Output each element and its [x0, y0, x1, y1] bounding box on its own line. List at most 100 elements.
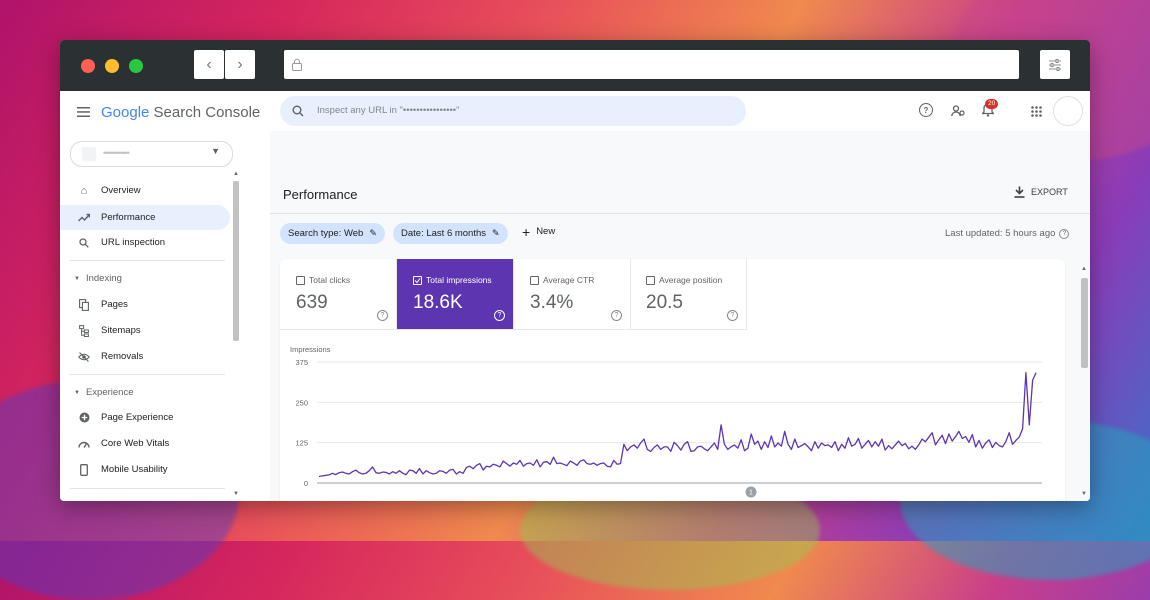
pages-icon — [78, 298, 90, 311]
new-filter-label: New — [536, 226, 556, 237]
y-tick-label: 375 — [295, 358, 308, 367]
y-tick-label: 0 — [304, 479, 308, 488]
export-button[interactable]: EXPORT — [1014, 186, 1068, 198]
metric-value: 3.4% — [530, 292, 574, 313]
sidebar-section-indexing[interactable]: ▼ Indexing — [74, 273, 122, 284]
metric-average-ctr[interactable]: Average CTR 3.4% ? — [514, 259, 631, 330]
scroll-up-arrow-icon: ▲ — [233, 171, 239, 177]
sidebar-item-label: Overview — [101, 185, 141, 196]
apps-grid-icon[interactable] — [1031, 106, 1042, 117]
sidebar-item-label: Sitemaps — [101, 325, 141, 336]
chevron-left-icon: ‹ — [206, 55, 212, 73]
pencil-icon: ✎ — [369, 228, 377, 238]
filter-chip-label: Date: Last 6 months — [401, 228, 487, 239]
scrollbar-thumb[interactable] — [1081, 278, 1088, 368]
forward-button[interactable]: › — [225, 50, 255, 79]
checkbox-checked[interactable] — [413, 275, 422, 285]
app-logo[interactable]: Google Search Console — [101, 104, 260, 121]
metric-total-clicks[interactable]: Total clicks 639 ? — [280, 259, 397, 330]
maximize-window-button[interactable] — [129, 59, 143, 73]
export-label: EXPORT — [1031, 187, 1068, 197]
sidebar-item-performance[interactable]: Performance — [60, 205, 230, 230]
metric-label: Total clicks — [309, 275, 351, 285]
scroll-down-arrow-icon: ▼ — [1081, 491, 1087, 497]
sidebar-section-experience[interactable]: ▼ Experience — [74, 387, 133, 398]
help-button[interactable]: ? — [919, 103, 933, 117]
avatar[interactable] — [1054, 97, 1082, 125]
annotation-marker — [745, 486, 757, 498]
sidebar-item-page-experience[interactable]: Page Experience — [60, 405, 230, 430]
sidebar-item-core-web-vitals[interactable]: Core Web Vitals — [60, 431, 230, 456]
sidebar-item-removals[interactable]: Removals — [60, 344, 230, 369]
sidebar-scrollbar[interactable]: ▲ ▼ — [232, 131, 240, 501]
back-button[interactable]: ‹ — [194, 50, 224, 79]
y-axis-label: Impressions — [290, 345, 331, 354]
help-icon[interactable]: ? — [611, 310, 622, 321]
scrollbar-thumb[interactable] — [233, 181, 239, 341]
checkbox[interactable] — [296, 275, 305, 285]
search-icon — [78, 237, 90, 249]
plus-icon: + — [522, 223, 531, 240]
address-bar[interactable] — [284, 50, 1019, 79]
home-icon: ⌂ — [80, 184, 88, 197]
help-icon[interactable]: ? — [377, 310, 388, 321]
filter-chip-search-type[interactable]: Search type: Web ✎ — [280, 223, 385, 244]
sidebar-item-overview[interactable]: ⌂ Overview — [60, 178, 230, 203]
sidebar-item-label: Page Experience — [101, 412, 174, 423]
impressions-series-line — [318, 371, 1037, 478]
scroll-down-arrow-icon: ▼ — [233, 491, 239, 497]
sidebar-item-pages[interactable]: Pages — [60, 292, 230, 317]
annotation-marker-label: 1 — [749, 490, 753, 497]
url-inspect-search[interactable]: Inspect any URL in "••••••••••••••••" — [280, 96, 746, 126]
checkbox[interactable] — [530, 275, 539, 285]
sidebar-item-label: Core Web Vitals — [101, 438, 170, 449]
sidebar-item-sitemaps[interactable]: Sitemaps — [60, 318, 230, 343]
metric-value: 639 — [296, 292, 328, 313]
filter-chip-date[interactable]: Date: Last 6 months ✎ — [393, 223, 508, 244]
trending-icon — [78, 212, 90, 224]
search-console-wordmark: Search Console — [149, 104, 261, 121]
removals-icon — [78, 351, 90, 363]
hamburger-menu-icon[interactable] — [77, 107, 90, 117]
help-icon[interactable]: ? — [1059, 228, 1070, 239]
notifications-button[interactable]: 20 — [980, 99, 999, 117]
metric-total-impressions[interactable]: Total impressions 18.6K ? — [397, 259, 514, 330]
search-icon — [292, 105, 304, 117]
metric-value: 20.5 — [646, 292, 683, 313]
sitemap-icon — [78, 324, 90, 337]
collapse-arrow-icon: ▼ — [74, 275, 80, 282]
main-scrollbar[interactable]: ▲ ▼ — [1080, 266, 1089, 501]
sidebar-divider — [70, 488, 225, 489]
property-favicon — [82, 147, 96, 161]
sidebar-item-url-inspection[interactable]: URL inspection — [60, 230, 230, 255]
chevron-right-icon: › — [237, 55, 243, 73]
last-updated-text: Last updated: 5 hours ago — [945, 228, 1056, 239]
checkbox[interactable] — [646, 275, 655, 285]
close-window-button[interactable] — [81, 59, 95, 73]
collapse-arrow-icon: ▼ — [74, 389, 80, 396]
metric-label: Average CTR — [543, 275, 595, 285]
minimize-window-button[interactable] — [105, 59, 119, 73]
search-input[interactable]: Inspect any URL in "••••••••••••••••" — [317, 105, 460, 116]
download-icon — [1014, 186, 1025, 198]
filter-chip-label: Search type: Web — [288, 228, 364, 239]
manage-users-icon[interactable] — [951, 105, 965, 117]
help-icon[interactable]: ? — [494, 310, 505, 321]
y-tick-label: 250 — [295, 398, 308, 407]
plus-circle-icon — [78, 412, 90, 424]
metric-label: Total impressions — [426, 275, 492, 285]
scroll-up-arrow-icon: ▲ — [1081, 266, 1087, 272]
sidebar-divider — [70, 260, 225, 261]
section-label: Experience — [85, 387, 134, 398]
browser-settings-button[interactable] — [1040, 50, 1070, 79]
metric-average-position[interactable]: Average position 20.5 ? — [630, 259, 747, 330]
gauge-icon — [78, 438, 90, 450]
metric-label: Average position — [659, 275, 723, 285]
property-selector[interactable]: •••••••••••• ▼ — [70, 141, 233, 167]
y-tick-label: 125 — [295, 439, 308, 448]
sidebar-item-label: URL inspection — [101, 237, 166, 248]
sidebar-item-mobile-usability[interactable]: Mobile Usability — [60, 457, 230, 482]
help-icon[interactable]: ? — [727, 310, 738, 321]
new-filter-button[interactable]: + New — [522, 223, 556, 240]
